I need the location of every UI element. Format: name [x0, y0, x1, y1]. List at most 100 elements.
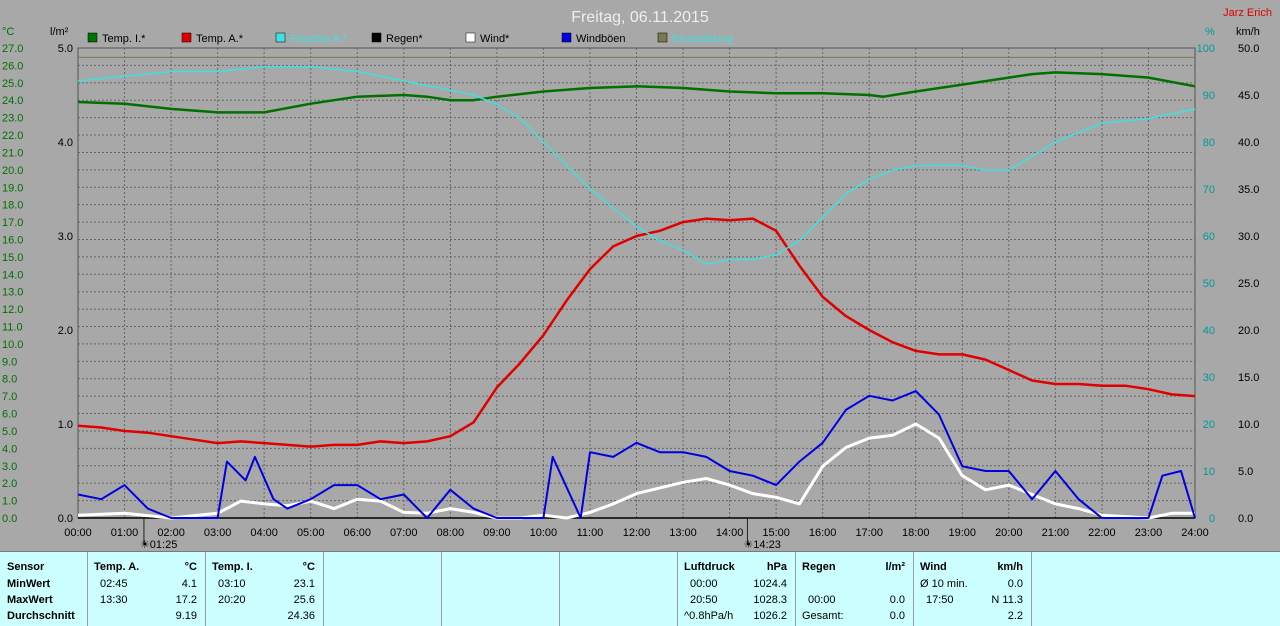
legend-swatch-rain	[371, 32, 382, 43]
temp-indoor-column: Temp. I. °C 03:10 23.1 20:20 25.6 24.36	[206, 552, 324, 626]
legend-swatch-temp_indoor	[87, 32, 98, 43]
humidity-tick-label: 0	[1209, 513, 1215, 525]
humidity-tick-label: 50	[1203, 278, 1215, 290]
x-tick-label: 22:00	[1088, 527, 1116, 539]
wind-max: N 11.3	[991, 594, 1023, 606]
temp-tick-label: 6.0	[2, 409, 17, 421]
rain-total-label: Gesamt:	[802, 610, 844, 622]
temp-outdoor-min: 4.1	[181, 578, 197, 590]
rain-time: 00:00	[808, 594, 836, 606]
humidity-tick-label: 60	[1203, 231, 1215, 243]
wind-avg10: 0.0	[1007, 578, 1023, 590]
temp-outdoor-min-time: 02:45	[100, 578, 128, 590]
empty-column-2	[442, 552, 560, 626]
temp-tick-label: 24.0	[2, 95, 23, 107]
sensor-header: Sensor	[7, 561, 45, 573]
x-tick-label: 09:00	[483, 527, 511, 539]
sunset-time-label: ☀14:23	[743, 539, 780, 551]
pressure-column: Luftdruck hPa 00:00 1024.4 20:50 1028.3 …	[678, 552, 796, 626]
x-tick-label: 04:00	[250, 527, 278, 539]
pressure-avg: 1026.2	[753, 610, 787, 622]
temp-tick-label: 2.0	[2, 478, 17, 490]
temp-tick-label: 27.0	[2, 43, 23, 55]
author-label: Jarz Erich	[1223, 7, 1272, 19]
temp-tick-label: 4.0	[2, 443, 17, 455]
wind-tick-label: 15.0	[1238, 372, 1259, 384]
humidity-unit-label: %	[1205, 26, 1215, 38]
wind-tick-label: 10.0	[1238, 419, 1259, 431]
temp-tick-label: 17.0	[2, 217, 23, 229]
rain-tick-label: 5.0	[58, 43, 73, 55]
temp-outdoor-column: Temp. A. °C 02:45 4.1 13:30 17.2 9.19	[88, 552, 206, 626]
rain-unit-label: l/m²	[50, 26, 69, 38]
legend-swatch-temp_outdoor	[181, 32, 192, 43]
temp-tick-label: 3.0	[2, 461, 17, 473]
temp-indoor-min: 23.1	[293, 578, 315, 590]
plot-frame	[77, 47, 1196, 519]
x-tick-label: 24:00	[1181, 527, 1209, 539]
chart-grid	[77, 47, 1196, 519]
legend-label-wind: Wind*	[480, 33, 510, 45]
temp-tick-label: 9.0	[2, 356, 17, 368]
x-tick-label: 07:00	[390, 527, 418, 539]
x-tick-label: 16:00	[809, 527, 837, 539]
wind-max-time: 17:50	[926, 594, 954, 606]
rain-tick-label: 3.0	[58, 231, 73, 243]
legend-swatch-humidity	[275, 32, 286, 43]
pressure-min-time: 00:00	[690, 578, 718, 590]
temp-indoor-min-time: 03:10	[218, 578, 246, 590]
temp-outdoor-max: 17.2	[175, 594, 197, 606]
pressure-header: Luftdruck	[684, 561, 735, 573]
temp-indoor-avg: 24.36	[287, 610, 315, 622]
legend-label-temp_outdoor: Temp. A.*	[196, 33, 244, 45]
x-tick-label: 10:00	[530, 527, 558, 539]
weather-chart: 27.0 26.0 25.0 24.0 23.0 22.0 21.0 20.0 19.0 18.0…	[2, 7, 1272, 551]
wind-tick-label: 5.0	[1238, 466, 1253, 478]
x-tick-label: 00:00	[64, 527, 92, 539]
temp-tick-label: 0.0	[2, 513, 17, 525]
x-tick-label: 14:00	[716, 527, 744, 539]
wind-tick-label: 50.0	[1238, 43, 1259, 55]
rain-column: Regen l/m² 00:00 0.0 Gesamt: 0.0	[796, 552, 914, 626]
legend-label-humidity: Feuchte A.*	[290, 33, 348, 45]
temp-indoor-max: 25.6	[293, 594, 315, 606]
series-line-humidity	[77, 66, 1196, 265]
temp-tick-label: 12.0	[2, 304, 23, 316]
temp-tick-label: 13.0	[2, 287, 23, 299]
rain-total: 0.0	[889, 610, 905, 622]
x-tick-label: 05:00	[297, 527, 325, 539]
wind-tick-label: 45.0	[1238, 90, 1259, 102]
temp-tick-label: 15.0	[2, 252, 23, 264]
x-tick-label: 02:00	[157, 527, 185, 539]
series-line-temp_outdoor	[77, 217, 1196, 448]
series-line-gust	[77, 390, 1196, 519]
empty-column-3	[560, 552, 678, 626]
wind-tick-label: 25.0	[1238, 278, 1259, 290]
temp-tick-label: 22.0	[2, 130, 23, 142]
wind-header: Wind	[920, 561, 947, 573]
temp-tick-label: 8.0	[2, 374, 17, 386]
x-tick-label: 19:00	[949, 527, 977, 539]
temp-tick-label: 23.0	[2, 113, 23, 125]
rain-tick-label: 1.0	[58, 419, 73, 431]
wind-avg: 2.2	[1007, 610, 1023, 622]
avg-label: Durchschnitt	[7, 610, 75, 622]
temp-indoor-header: Temp. I.	[212, 561, 253, 573]
temp-tick-label: 16.0	[2, 234, 23, 246]
wind-tick-label: 20.0	[1238, 325, 1259, 337]
sensor-column: Sensor MinWert MaxWert Durchschnitt	[0, 552, 88, 626]
rain-value: 0.0	[889, 594, 905, 606]
temp-tick-label: 25.0	[2, 78, 23, 90]
temp-outdoor-avg: 9.19	[175, 610, 197, 622]
stats-panel: Sensor MinWert MaxWert Durchschnitt Temp…	[0, 551, 1280, 626]
wind-tick-label: 0.0	[1238, 513, 1253, 525]
legend-label-gust: Windböen	[576, 33, 626, 45]
legend-swatch-wind	[465, 32, 476, 43]
humidity-tick-label: 70	[1203, 184, 1215, 196]
pressure-min: 1024.4	[753, 578, 787, 590]
temp-tick-label: 19.0	[2, 182, 23, 194]
humidity-tick-label: 20	[1203, 419, 1215, 431]
wind-avg10-label: Ø 10 min.	[920, 578, 968, 590]
temp-outdoor-unit: °C	[184, 561, 197, 573]
legend-label-rain: Regen*	[386, 33, 423, 45]
